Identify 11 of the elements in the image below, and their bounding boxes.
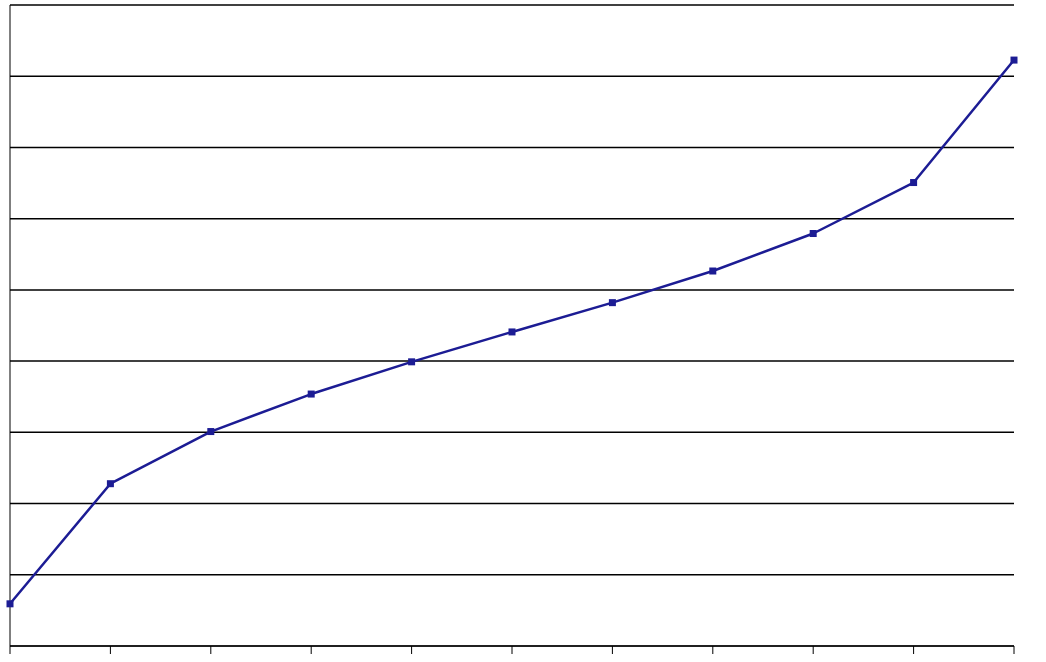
point (307, 390, 315, 398)
point (106, 480, 114, 488)
point (408, 358, 416, 366)
point (1010, 56, 1018, 64)
point (6, 600, 14, 608)
point (608, 299, 616, 307)
point (207, 428, 215, 436)
point (508, 328, 516, 336)
point (809, 230, 817, 238)
point (709, 267, 717, 275)
point (910, 179, 918, 187)
